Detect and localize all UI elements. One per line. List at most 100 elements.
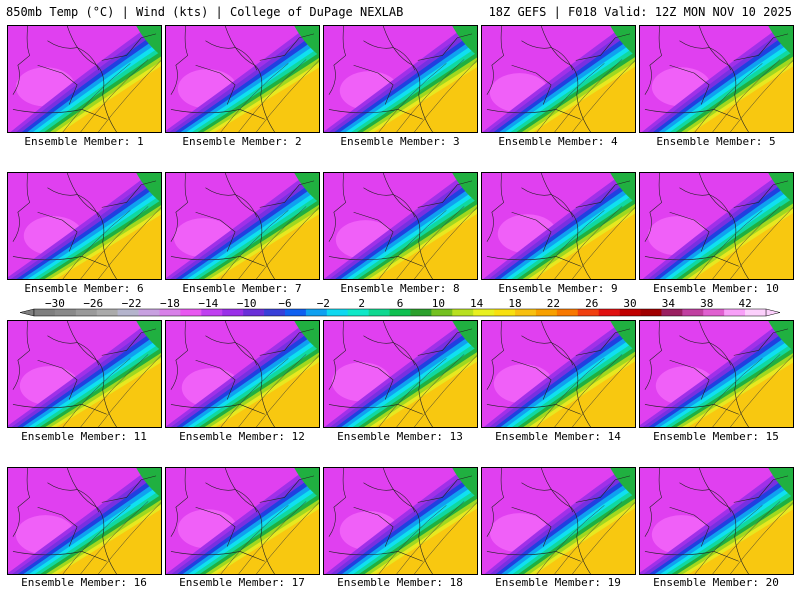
- colorbar-tick-label: 38: [700, 297, 713, 310]
- boundary-line: [644, 468, 663, 537]
- boundary-line: [170, 109, 265, 120]
- boundary-line: [101, 33, 157, 61]
- northeast-band: [610, 321, 635, 351]
- boundary-line: [679, 482, 732, 513]
- ensemble-member-label: Ensemble Member: 13: [337, 430, 463, 443]
- ensemble-member-label: Ensemble Member: 6: [24, 282, 144, 295]
- ensemble-map-panel: [165, 320, 320, 428]
- colorbar-min-arrow: [19, 308, 35, 317]
- colorbar-max-arrow: [765, 308, 781, 317]
- temperature-band: [215, 362, 319, 427]
- boundary-line: [669, 359, 710, 400]
- isotherm-contour: [220, 63, 289, 132]
- ensemble-member-label: Ensemble Member: 7: [182, 282, 302, 295]
- boundary-line: [486, 173, 505, 242]
- colorbar-tick-label: 34: [662, 297, 676, 310]
- boundary-line: [328, 26, 347, 95]
- temperature-band: [216, 508, 319, 574]
- boundary-line: [521, 40, 574, 71]
- northeast-band: [768, 26, 793, 56]
- colorbar-swatch: [138, 309, 160, 316]
- isotherm-contour: [220, 505, 289, 574]
- colorbar-swatch: [34, 309, 56, 316]
- isotherm-contour: [378, 505, 447, 574]
- isotherm-contour: [414, 502, 477, 574]
- isotherm-contour: [712, 501, 781, 574]
- colorbar-border: [33, 308, 767, 317]
- boundary-line: [521, 187, 574, 218]
- boundary-line: [37, 506, 78, 547]
- boundary-line: [382, 321, 433, 427]
- boundary-line: [486, 256, 581, 267]
- isotherm-contour: [80, 501, 149, 574]
- isotherm-contour: [80, 354, 149, 427]
- isotherm-contour: [730, 207, 793, 279]
- ensemble-map-panel: [481, 172, 636, 280]
- boundary-line: [382, 26, 433, 132]
- boundary-line: [511, 211, 552, 252]
- colorbar-swatch: [598, 309, 620, 316]
- colorbar-tick-label: 42: [738, 297, 751, 310]
- colorbar-tick-label: −26: [83, 297, 103, 310]
- temperature-band: [375, 508, 477, 574]
- boundary-line: [644, 256, 739, 267]
- ensemble-map-panel: [7, 172, 162, 280]
- ensemble-member-label: Ensemble Member: 3: [340, 135, 460, 148]
- boundary-line: [575, 180, 631, 208]
- isotherm-contour: [62, 63, 131, 132]
- ensemble-map-panel: [7, 25, 162, 133]
- colorbar-swatch: [640, 309, 662, 316]
- boundary-line: [170, 173, 189, 242]
- boundary-line: [644, 26, 663, 95]
- isotherm-contour: [694, 210, 763, 279]
- boundary-line: [224, 26, 275, 132]
- isotherm-contour: [62, 210, 131, 279]
- colorbar-swatch: [389, 309, 411, 316]
- ensemble-map-panel: [639, 172, 794, 280]
- isotherm-contour: [414, 355, 477, 427]
- isotherm-contour: [396, 206, 465, 279]
- temperature-band: [214, 67, 319, 132]
- isotherm-contour: [62, 358, 131, 427]
- isotherm-contour: [730, 60, 793, 132]
- boundary-line: [486, 109, 581, 120]
- boundary-line: [47, 187, 100, 218]
- ensemble-map-panel: [7, 320, 162, 428]
- colorbar-swatch: [326, 309, 349, 316]
- boundary-line: [12, 173, 31, 242]
- northeast-band: [452, 173, 477, 203]
- boundary-line: [12, 468, 31, 537]
- isotherm-contour: [98, 207, 161, 279]
- boundary-line: [486, 551, 581, 562]
- ensemble-member-label: Ensemble Member: 5: [656, 135, 776, 148]
- colorbar-swatch: [556, 309, 579, 316]
- boundary-line: [363, 482, 416, 513]
- boundary-line: [644, 551, 739, 562]
- isotherm-contour: [256, 207, 319, 279]
- ensemble-map-panel: [639, 25, 794, 133]
- boundary-line: [733, 33, 789, 61]
- isotherm-contour: [536, 63, 605, 132]
- boundary-line: [259, 180, 315, 208]
- boundary-line: [363, 187, 416, 218]
- boundary-line: [382, 468, 433, 574]
- colorbar-swatch: [159, 309, 181, 316]
- ensemble-member-label: Ensemble Member: 17: [179, 576, 305, 589]
- boundary-line: [224, 468, 275, 574]
- colorbar-swatch: [284, 309, 307, 316]
- ensemble-map-panel: [639, 467, 794, 575]
- ensemble-member-label: Ensemble Member: 11: [21, 430, 147, 443]
- isotherm-contour: [396, 501, 465, 574]
- temperature-band: [373, 67, 477, 132]
- ensemble-member-label: Ensemble Member: 15: [653, 430, 779, 443]
- colorbar-swatch: [180, 309, 202, 316]
- isotherm-contour: [536, 505, 605, 574]
- colorbar-swatch: [724, 309, 746, 316]
- boundary-line: [170, 468, 189, 537]
- isotherm-contour: [98, 60, 161, 132]
- ensemble-member-label: Ensemble Member: 19: [495, 576, 621, 589]
- northeast-band: [294, 468, 319, 498]
- boundary-line: [66, 26, 117, 132]
- boundary-line: [575, 475, 631, 503]
- colorbar-swatch: [577, 309, 599, 316]
